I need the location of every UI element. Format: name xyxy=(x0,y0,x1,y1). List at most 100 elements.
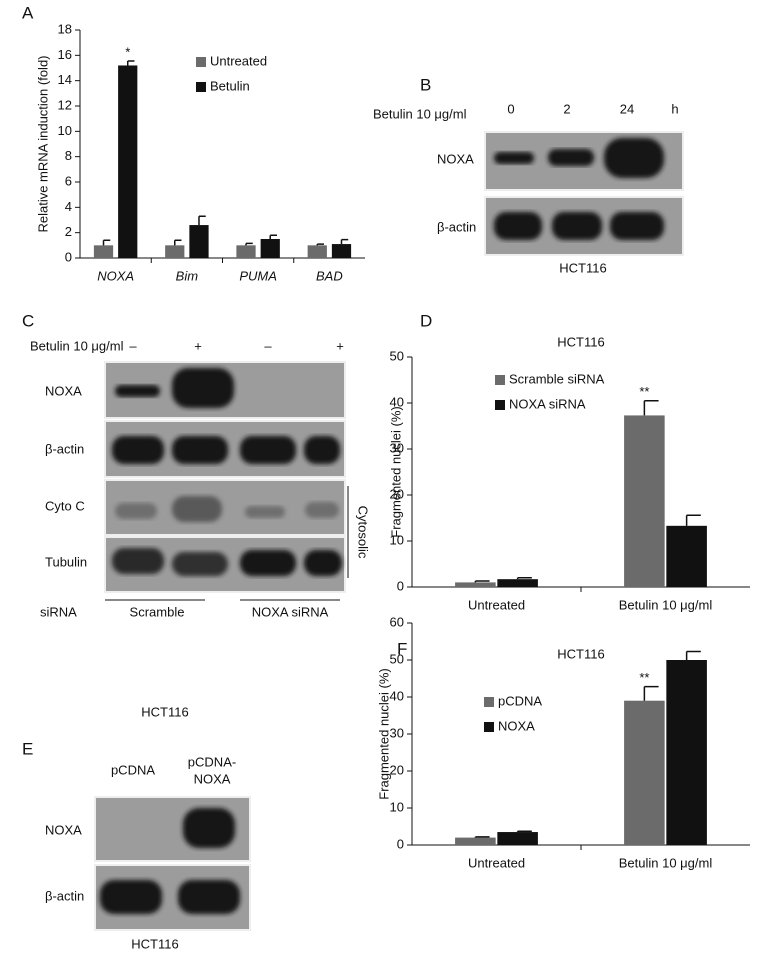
row-label: NOXA xyxy=(437,151,474,166)
legend-swatch xyxy=(196,82,206,92)
panel-letter: E xyxy=(22,739,33,758)
error-bar xyxy=(102,239,111,246)
band xyxy=(115,385,160,397)
error-bar xyxy=(474,836,490,838)
blot-membrane xyxy=(94,796,251,862)
error-bar xyxy=(269,234,277,239)
bar xyxy=(260,239,280,258)
x-tick-label: Betulin 10 μg/ml xyxy=(619,597,713,612)
treatment-label: Betulin 10 μg/ml xyxy=(373,106,467,121)
lane-label: 0 xyxy=(507,101,514,116)
y-tick-label: 0 xyxy=(65,249,72,264)
band xyxy=(494,152,534,164)
band xyxy=(305,502,339,518)
bar xyxy=(165,245,185,258)
y-tick-label: 12 xyxy=(58,97,72,112)
chart-title: HCT116 xyxy=(557,646,604,661)
row-label: β-actin xyxy=(45,888,84,903)
y-tick-label: 6 xyxy=(65,173,72,188)
cell-line: HCT116 xyxy=(559,260,606,275)
legend-label: Scramble siRNA xyxy=(509,371,605,386)
error-bar xyxy=(174,239,182,246)
panel-letter: B xyxy=(420,75,431,94)
error-bar xyxy=(643,685,659,701)
y-axis-label: Relative mRNA induction (fold) xyxy=(35,55,50,232)
bar xyxy=(666,660,707,845)
blot-c: Betulin 10 μg/ml – + – + NOXA β-actin Cy… xyxy=(30,338,371,619)
lane-label: – xyxy=(129,338,137,353)
blot-b: Betulin 10 μg/ml 0 2 24 h NOXA β-actin H… xyxy=(373,101,684,275)
y-tick-label: 40 xyxy=(390,688,404,703)
band xyxy=(183,808,235,848)
treatment-label: Betulin 10 μg/ml xyxy=(30,338,124,353)
annotation: ** xyxy=(639,670,649,685)
row-label: Cyto C xyxy=(45,498,85,513)
legend-label: NOXA siRNA xyxy=(509,396,586,411)
legend-swatch xyxy=(495,400,505,410)
legend-swatch xyxy=(484,697,494,707)
error-bar xyxy=(474,580,490,583)
y-tick-label: 0 xyxy=(397,836,404,851)
y-tick-label: 30 xyxy=(390,725,404,740)
y-tick-label: 50 xyxy=(390,348,404,363)
band xyxy=(172,496,222,522)
x-tick-label: Bim xyxy=(176,268,199,283)
annotation: * xyxy=(125,44,130,59)
bar xyxy=(455,837,496,845)
error-bar xyxy=(685,650,701,660)
band xyxy=(245,506,285,518)
annotation: ** xyxy=(639,384,649,399)
lane-label: h xyxy=(671,101,678,116)
bar xyxy=(307,245,327,258)
bar xyxy=(455,582,496,587)
panel-letter: D xyxy=(420,311,432,330)
bar xyxy=(666,525,707,587)
y-tick-label: 16 xyxy=(58,47,72,62)
band xyxy=(240,436,296,464)
row-label: Tubulin xyxy=(45,554,87,569)
y-axis-label: Fragmented nuclei (%) xyxy=(376,668,391,800)
bar xyxy=(236,245,256,258)
y-tick-label: 8 xyxy=(65,148,72,163)
legend-swatch xyxy=(495,375,505,385)
y-tick-label: 10 xyxy=(390,532,404,547)
legend-label: NOXA xyxy=(498,718,535,733)
bar xyxy=(624,415,665,587)
band xyxy=(178,880,240,914)
band xyxy=(100,880,162,914)
bar xyxy=(118,65,138,258)
y-tick-label: 10 xyxy=(58,123,72,138)
x-tick-label: NOXA xyxy=(97,268,134,283)
band xyxy=(112,436,164,464)
x-tick-label: BAD xyxy=(316,268,343,283)
row-label: NOXA xyxy=(45,822,82,837)
error-bar xyxy=(126,60,135,66)
band xyxy=(604,138,664,178)
x-tick-label: Untreated xyxy=(468,597,525,612)
bar xyxy=(497,579,538,587)
legend-label: Betulin xyxy=(210,78,250,93)
bar xyxy=(93,245,114,258)
legend-label: Untreated xyxy=(210,53,267,68)
band xyxy=(494,212,542,240)
row-label: NOXA xyxy=(45,383,82,398)
band xyxy=(552,212,602,240)
error-bar xyxy=(685,514,701,526)
x-tick-label: Untreated xyxy=(468,855,525,870)
y-tick-label: 50 xyxy=(390,651,404,666)
error-bar xyxy=(245,242,253,246)
group-label: NOXA siRNA xyxy=(252,604,329,619)
blot-e: HCT116 pCDNA pCDNA- NOXA NOXA β-actin HC… xyxy=(45,704,251,951)
error-bar xyxy=(316,243,324,246)
error-bar xyxy=(198,215,206,226)
panel-letter: F xyxy=(397,639,407,658)
lane-label: NOXA xyxy=(194,771,231,786)
error-bar xyxy=(643,399,659,416)
y-tick-label: 14 xyxy=(58,72,72,87)
lane-label: + xyxy=(194,338,202,353)
error-bar xyxy=(516,830,532,833)
band xyxy=(304,436,340,464)
panel-letter: A xyxy=(22,3,34,22)
band xyxy=(548,149,594,166)
band xyxy=(240,550,296,576)
